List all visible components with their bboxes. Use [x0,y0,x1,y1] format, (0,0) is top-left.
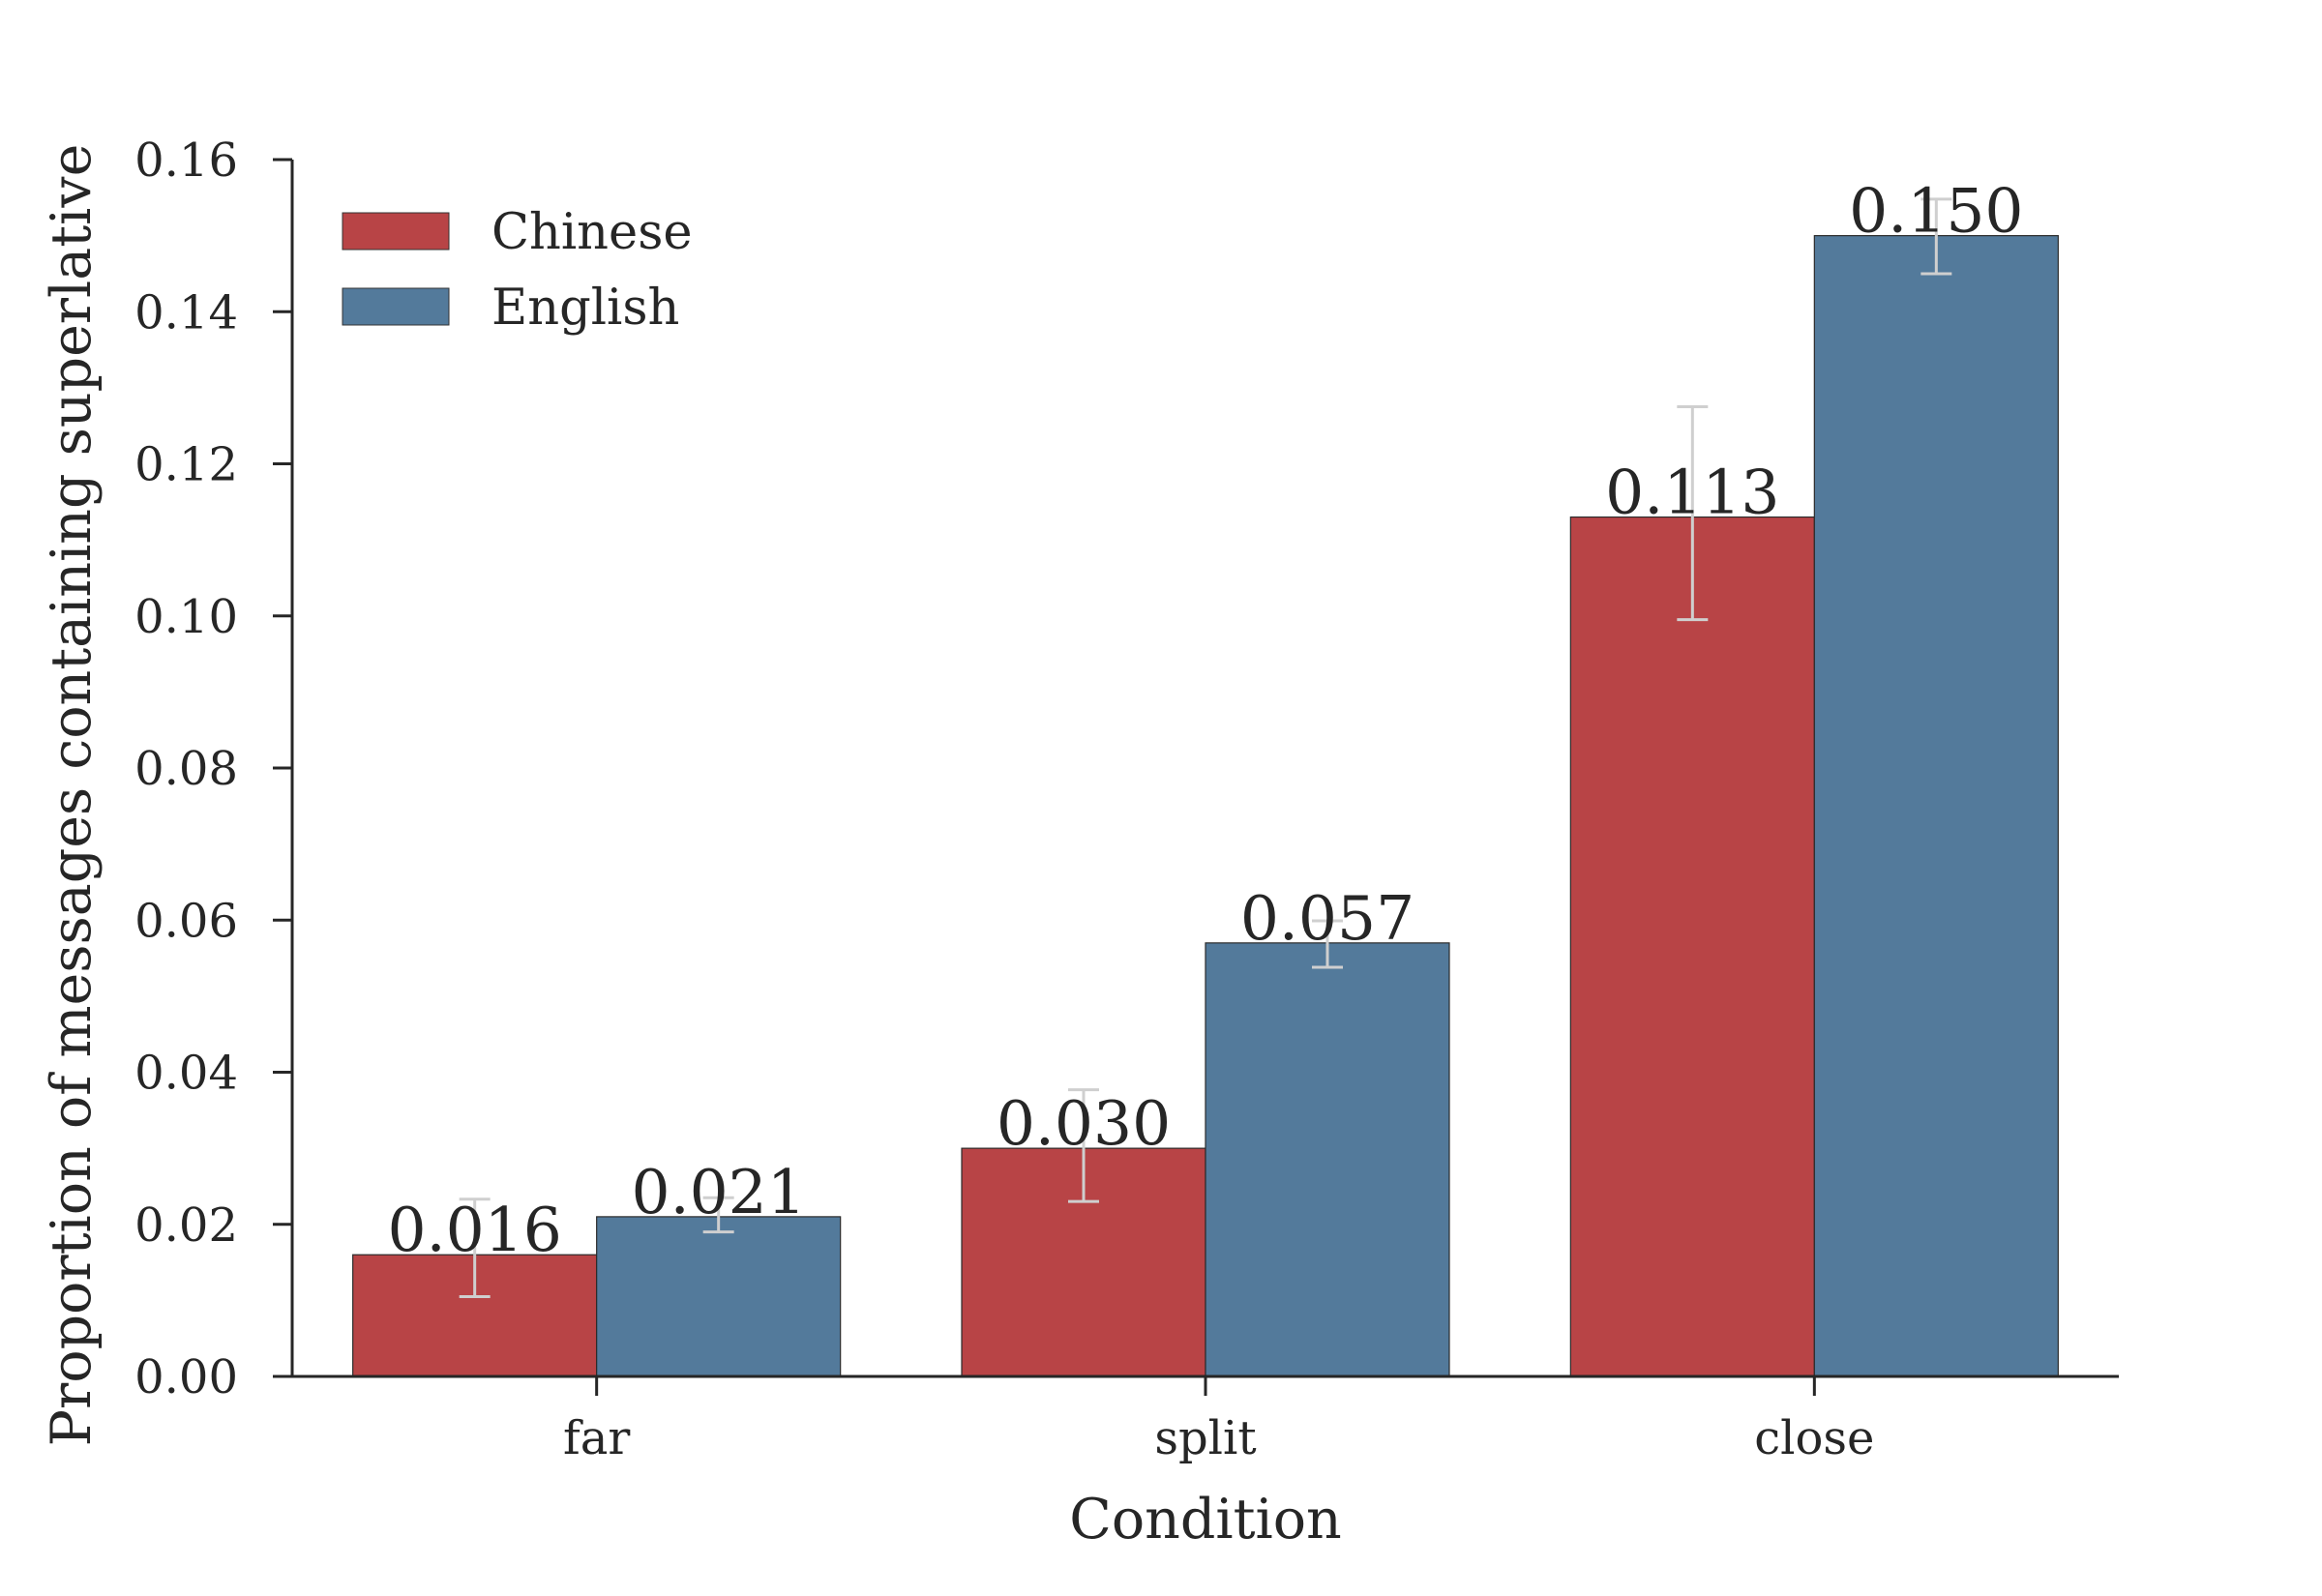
legend-label-english: English [491,280,679,337]
x-axis-title: Condition [1069,1488,1342,1552]
bar-chinese-close [1569,516,1815,1377]
y-tick-label: 0.04 [134,1047,238,1101]
y-tick-label: 0.06 [134,894,238,948]
bars-layer [352,235,2059,1377]
y-tick-label: 0.12 [134,438,238,492]
x-tick-label-far: far [563,1411,630,1465]
y-tick-label: 0.02 [134,1198,238,1253]
value-labels-layer: 0.016 0.021 0.030 0.057 0.113 0.150 [387,176,2023,1266]
value-label-chinese-far: 0.016 [387,1195,561,1265]
value-label-english-close: 0.150 [1849,176,2023,247]
bar-english-far [596,1216,842,1377]
legend: Chinese English [342,204,693,337]
x-tick-label-close: close [1754,1411,1874,1465]
y-tick-label: 0.08 [134,742,238,796]
y-tick-label: 0.00 [134,1350,238,1404]
y-axis-title: Proportion of messages containing superl… [40,144,104,1447]
y-tick-label: 0.10 [134,590,238,644]
value-label-english-far: 0.021 [631,1157,805,1227]
value-label-chinese-close: 0.113 [1605,458,1779,528]
value-label-english-split: 0.057 [1240,883,1414,954]
bar-english-close [1813,235,2059,1377]
y-tick-label: 0.16 [134,133,238,188]
x-ticks-layer: far split close [563,1376,1874,1465]
y-tick-label: 0.14 [134,285,238,340]
bar-english-split [1205,942,1450,1377]
legend-swatch-english [342,287,450,326]
y-ticks-layer: 0.00 0.02 0.04 0.06 0.08 0.10 0.12 0.14 0.16 [134,133,292,1404]
error-bars-layer [459,197,1952,1298]
value-label-chinese-split: 0.030 [997,1088,1171,1159]
x-tick-label-split: split [1154,1411,1256,1465]
legend-swatch-chinese [342,212,450,251]
legend-label-chinese: Chinese [491,204,693,261]
